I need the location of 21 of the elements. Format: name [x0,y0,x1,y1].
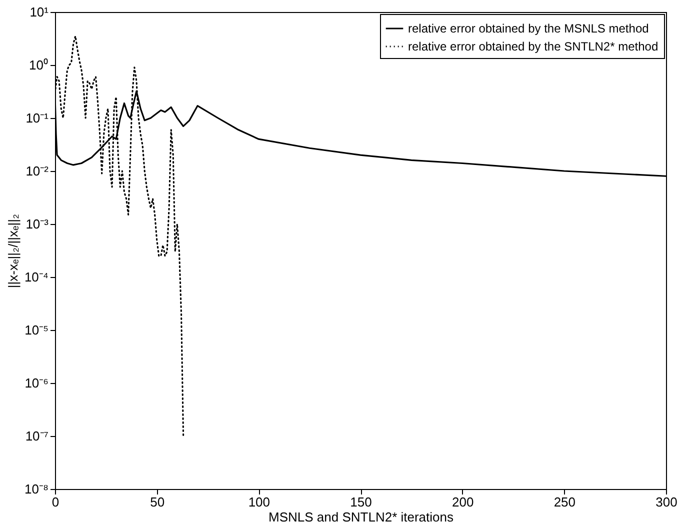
y-tick-label: 10⁰ [29,58,48,72]
x-tick-label: 100 [248,494,270,510]
x-axis-title: MSNLS and SNTLN2* iterations [268,510,454,524]
x-tick-label: 250 [554,494,576,510]
y-tick-label: 10¹ [30,4,50,20]
y-tick-label: 10⁻³ [26,216,50,232]
x-tick-label: 300 [656,494,678,510]
y-tick-label: 10⁻¹ [26,110,50,126]
y-tick-label: 10⁻⁷ [25,428,49,444]
legend-label: relative error obtained by the MSNLS method [408,22,649,36]
x-tick-label: 0 [52,494,60,510]
y-axis-title: ||x-xₑ||₂/||xₑ||₂ [5,214,20,288]
x-tick-label: 150 [350,494,372,510]
x-tick-label: 50 [150,494,165,510]
legend-label: relative error obtained by the SNTLN2* method [408,40,658,54]
y-tick-label: 10⁻⁴ [24,270,48,284]
y-tick-label: 10⁻⁵ [24,322,48,338]
y-tick-label: 10⁻⁸ [24,482,48,496]
x-tick-label: 200 [452,494,474,510]
y-tick-label: 10⁻² [26,164,50,178]
y-tick-label: 10⁻⁶ [24,376,48,390]
